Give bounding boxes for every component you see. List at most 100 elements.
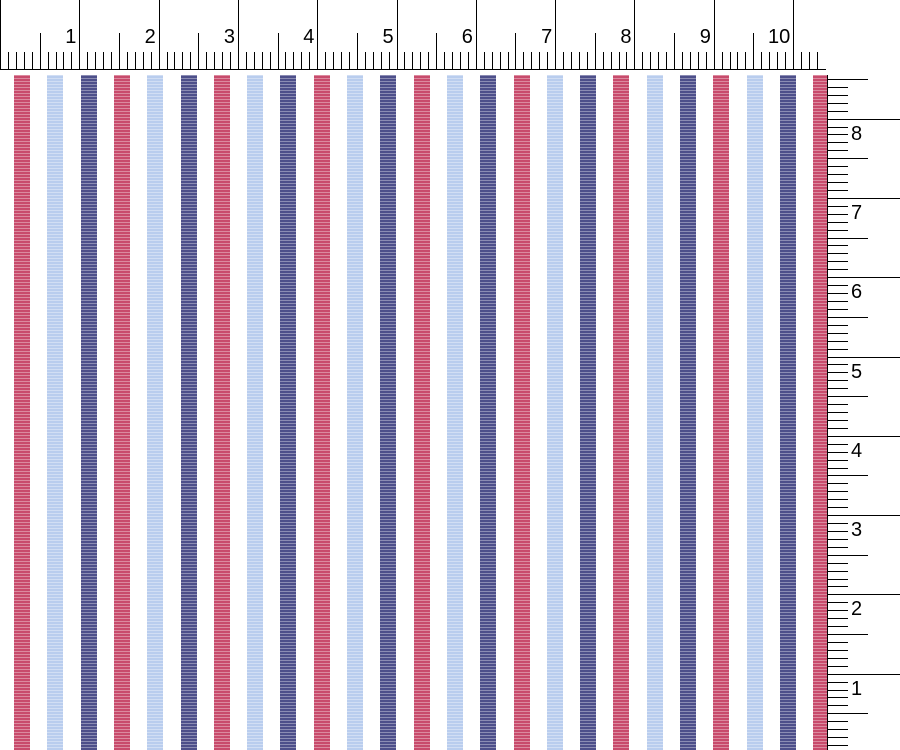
ruler-label: 2 xyxy=(851,598,863,621)
ruler-tick xyxy=(828,452,848,453)
ruler-tick xyxy=(828,626,848,627)
ruler-tick xyxy=(278,33,279,70)
ruler-tick xyxy=(828,499,848,500)
ruler-tick xyxy=(111,52,112,70)
ruler-tick xyxy=(828,372,848,373)
stripe-navy xyxy=(180,75,197,750)
stripe-light-blue xyxy=(546,75,563,750)
ruler-tick xyxy=(828,150,848,151)
ruler-tick xyxy=(87,52,88,70)
stripe-navy xyxy=(680,75,696,750)
ruler-tick xyxy=(737,52,738,70)
ruler-tick xyxy=(317,0,318,70)
stripe-navy xyxy=(280,75,297,750)
ruler-tick xyxy=(828,357,900,358)
ruler-tick xyxy=(444,52,445,70)
ruler-tick xyxy=(167,52,168,70)
ruler-tick xyxy=(828,111,848,112)
ruler-tick xyxy=(603,52,604,70)
ruler-tick xyxy=(828,317,868,318)
ruler-tick xyxy=(389,52,390,70)
ruler-tick xyxy=(828,713,868,714)
ruler-tick xyxy=(828,293,848,294)
ruler-label: 9 xyxy=(699,26,711,48)
ruler-tick xyxy=(539,52,540,70)
ruler-tick xyxy=(626,52,627,70)
ruler-tick xyxy=(611,52,612,70)
ruler-tick xyxy=(828,483,848,484)
ruler-tick xyxy=(828,579,848,580)
ruler-tick xyxy=(357,33,358,70)
ruler-tick xyxy=(828,261,848,262)
ruler-tick xyxy=(828,634,868,635)
ruler-tick xyxy=(285,52,286,70)
ruler-tick xyxy=(381,52,382,70)
stripe-red xyxy=(413,75,430,750)
ruler-tick xyxy=(24,52,25,70)
ruler-tick xyxy=(159,0,160,70)
ruler-tick xyxy=(828,642,848,643)
stripe-red xyxy=(113,75,130,750)
ruler-tick xyxy=(828,309,848,310)
ruler-tick xyxy=(666,52,667,70)
ruler-tick xyxy=(658,52,659,70)
ruler-tick xyxy=(151,52,152,70)
ruler-baseline xyxy=(0,69,826,70)
ruler-tick xyxy=(828,682,848,683)
ruler-label: 6 xyxy=(461,26,473,48)
ruler-tick xyxy=(828,721,848,722)
stripe-red xyxy=(313,75,330,750)
ruler-tick xyxy=(828,610,848,611)
ruler-tick xyxy=(817,52,818,70)
ruler-tick xyxy=(95,52,96,70)
ruler-tick xyxy=(634,0,635,70)
ruler-tick xyxy=(103,52,104,70)
stripe-navy xyxy=(380,75,397,750)
stripe-light-blue xyxy=(347,75,363,750)
ruler-tick xyxy=(828,491,848,492)
ruler-tick xyxy=(309,52,310,70)
ruler-tick xyxy=(828,547,848,548)
ruler-label: 5 xyxy=(851,360,863,383)
ruler-tick xyxy=(579,52,580,70)
ruler-tick xyxy=(650,52,651,70)
ruler-tick xyxy=(238,0,239,70)
ruler-tick xyxy=(828,341,848,342)
ruler-tick xyxy=(828,206,848,207)
ruler-tick xyxy=(119,33,120,70)
ruler-tick xyxy=(828,436,900,437)
ruler-tick xyxy=(828,412,848,413)
ruler-tick xyxy=(828,697,848,698)
ruler-tick xyxy=(828,555,868,556)
ruler-tick xyxy=(214,52,215,70)
ruler-tick xyxy=(828,380,848,381)
ruler-label: 8 xyxy=(620,26,632,48)
ruler-tick xyxy=(16,52,17,70)
ruler-tick xyxy=(333,52,334,70)
ruler-tick xyxy=(828,245,848,246)
ruler-tick xyxy=(349,52,350,70)
ruler-tick xyxy=(828,737,848,738)
ruler-tick xyxy=(71,52,72,70)
ruler-tick xyxy=(40,33,41,70)
ruler-tick xyxy=(828,166,848,167)
ruler-label: 1 xyxy=(65,26,77,48)
stripe-navy xyxy=(80,75,97,750)
ruler-tick xyxy=(523,52,524,70)
stripe-light-blue xyxy=(446,75,463,750)
ruler-tick xyxy=(190,52,191,70)
ruler-tick xyxy=(682,52,683,70)
ruler-tick xyxy=(828,182,848,183)
ruler-tick xyxy=(63,52,64,70)
ruler-tick xyxy=(828,95,848,96)
ruler-tick xyxy=(0,0,1,70)
ruler-tick xyxy=(468,52,469,70)
stripe-light-blue xyxy=(247,75,264,750)
ruler-tick xyxy=(515,33,516,70)
ruler-tick xyxy=(476,0,477,70)
ruler-tick xyxy=(828,238,868,239)
ruler-label: 1 xyxy=(851,677,863,700)
ruler-tick xyxy=(828,444,848,445)
ruler-tick xyxy=(508,52,509,70)
stripe-red xyxy=(713,75,730,750)
